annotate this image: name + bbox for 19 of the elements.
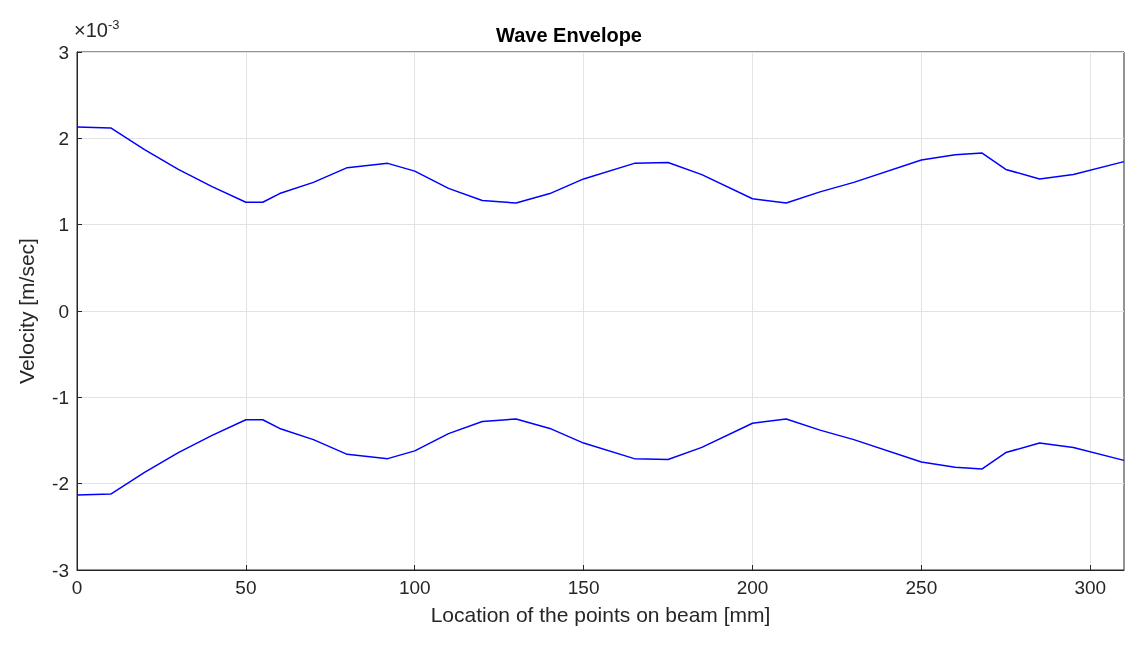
- x-tick-label: 150: [567, 577, 600, 598]
- y-tick-label: -3: [52, 559, 69, 581]
- chart-title: Wave Envelope: [496, 24, 642, 46]
- x-tick-label: 250: [905, 577, 938, 598]
- y-tick-label: 2: [58, 127, 69, 149]
- y-tick-label: 0: [58, 300, 69, 322]
- x-tick-label: 300: [1074, 577, 1107, 598]
- x-axis-title: Location of the points on beam [mm]: [430, 603, 771, 626]
- x-tick-label: 200: [736, 577, 769, 598]
- y-tick-label: 3: [58, 41, 69, 63]
- y-tick-label: 1: [58, 214, 69, 236]
- line-series: [76, 418, 1125, 496]
- y-tick-label: -1: [52, 386, 69, 408]
- y-axis-title: Velocity [m/sec]: [15, 238, 38, 384]
- x-tick-label: 50: [235, 577, 257, 598]
- x-tick-label: 0: [71, 577, 83, 598]
- line-series: [76, 126, 1125, 204]
- y-tick-label: -2: [52, 473, 69, 495]
- x-tick-label: 100: [398, 577, 431, 598]
